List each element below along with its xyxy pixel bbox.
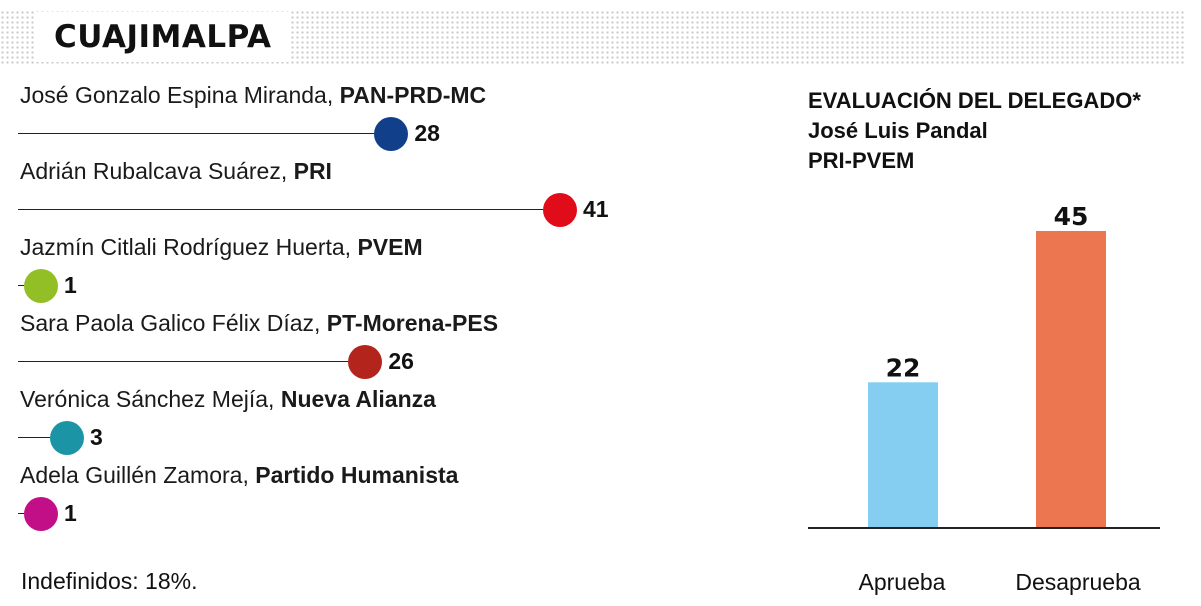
page-title: CUAJIMALPA [54, 19, 272, 55]
candidate-name: Verónica Sánchez Mejía, [20, 386, 281, 412]
candidate-label: Sara Paola Galico Félix Díaz, PT-Morena-… [20, 310, 498, 337]
bar-value-label: 22 [886, 353, 921, 382]
undecided-footnote: Indefinidos: 18%. [21, 568, 198, 594]
candidate-value: 1 [64, 500, 77, 526]
candidate-label: Adrián Rubalcava Suárez, PRI [20, 158, 332, 185]
candidate-name: Sara Paola Galico Félix Díaz, [20, 310, 327, 336]
candidate-party: Nueva Alianza [280, 386, 436, 412]
candidate-bar-line [18, 437, 50, 438]
candidate-party: PT-Morena-PES [326, 310, 499, 336]
candidate-party: PAN-PRD-MC [339, 82, 487, 108]
candidate-name: Adela Guillén Zamora, [20, 462, 256, 488]
candidate-dot [543, 193, 577, 227]
delegate-name: José Luis Pandal [808, 118, 988, 143]
candidate-name: Jazmín Citlali Rodríguez Huerta, [20, 234, 358, 260]
bar-desaprueba [1036, 231, 1106, 527]
bar-value-label: 45 [1054, 202, 1089, 231]
delegate-party: PRI-PVEM [808, 148, 915, 173]
candidate-value: 3 [89, 424, 103, 450]
candidate-dot [348, 345, 383, 379]
candidate-label: Jazmín Citlali Rodríguez Huerta, PVEM [20, 234, 423, 261]
candidate-label: José Gonzalo Espina Miranda, PAN-PRD-MC [20, 82, 486, 109]
candidate-bar-line [18, 285, 24, 286]
candidate-value: 26 [388, 348, 414, 374]
evaluation-title: EVALUACIÓN DEL DELEGADO* [808, 88, 1141, 113]
evaluation-bar-chart: 22 Aprueba 45 Desaprueba [808, 202, 1160, 595]
candidate-dot [49, 421, 84, 455]
candidate-name: José Gonzalo Espina Miranda, [20, 82, 340, 108]
category-label: Aprueba [859, 569, 946, 595]
bar-aprueba [868, 382, 938, 527]
category-label: Desaprueba [1015, 569, 1141, 595]
evaluation-title-block: EVALUACIÓN DEL DELEGADO* José Luis Panda… [808, 86, 1141, 176]
candidate-dot [24, 497, 58, 531]
candidate-dot [24, 269, 58, 303]
candidate-bar-line [18, 513, 24, 514]
candidate-bar-line [18, 133, 375, 134]
candidate-dot [374, 117, 409, 151]
candidate-bar-line [18, 361, 349, 362]
candidate-value: 28 [414, 120, 440, 146]
candidate-value: 1 [64, 272, 77, 298]
candidate-party: PRI [293, 158, 332, 184]
candidate-label: Adela Guillén Zamora, Partido Humanista [20, 462, 458, 489]
candidate-name: Adrián Rubalcava Suárez, [20, 158, 294, 184]
candidate-party: Partido Humanista [255, 462, 459, 488]
candidate-bar-line [18, 209, 543, 210]
title-plate: CUAJIMALPA [36, 12, 290, 62]
candidate-label: Verónica Sánchez Mejía, Nueva Alianza [20, 386, 436, 413]
candidate-party: PVEM [357, 234, 423, 260]
candidate-value: 41 [583, 196, 609, 222]
